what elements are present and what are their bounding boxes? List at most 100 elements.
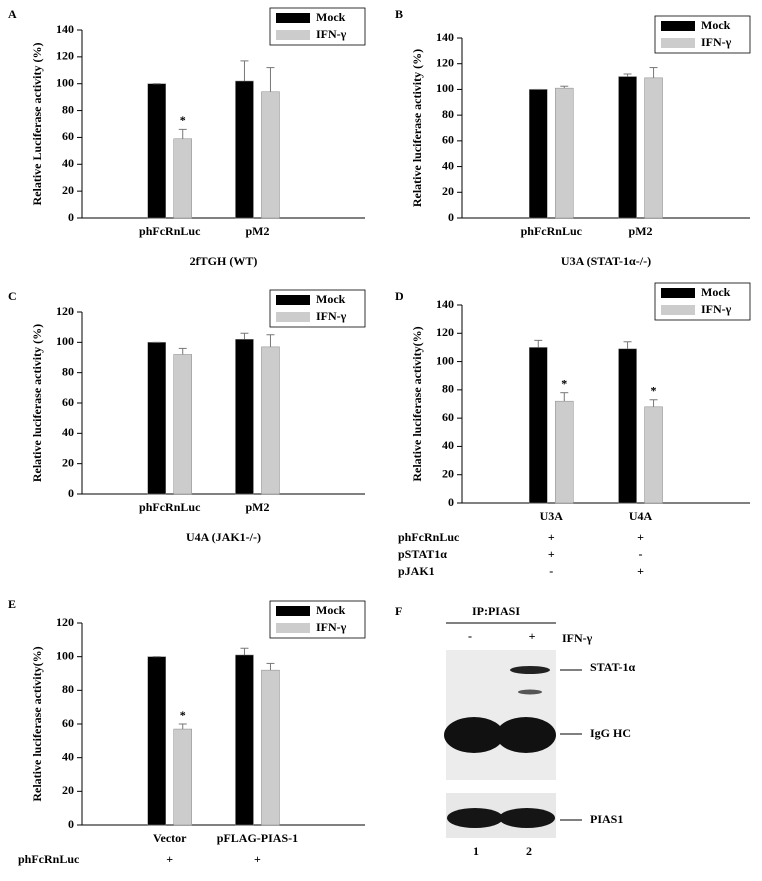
significance-mark: * (561, 376, 567, 390)
y-tick-label: 40 (62, 749, 74, 763)
y-tick-label: 100 (56, 75, 74, 89)
legend-label: IFN-γ (701, 302, 732, 316)
bar (147, 83, 166, 219)
y-tick-label: 20 (62, 183, 74, 197)
condition-label: pSTAT1α (398, 547, 447, 561)
y-axis-title: Relative luciferase activity (%) (410, 49, 424, 207)
bar (173, 728, 192, 826)
bar (261, 669, 280, 826)
bar (529, 89, 548, 219)
bar (261, 346, 280, 495)
legend-label: IFN-γ (701, 35, 732, 49)
band-label: STAT-1α (590, 660, 635, 674)
x-tick-label: phFcRnLuc (139, 224, 201, 238)
condition-label: pJAK1 (398, 564, 435, 578)
lane-number: 2 (526, 844, 532, 858)
legend-label: Mock (701, 285, 731, 299)
x-tick-label: pFLAG-PIAS-1 (217, 831, 298, 845)
y-tick-label: 80 (442, 107, 454, 121)
y-axis-title: Relative luciferase activity(%) (30, 646, 44, 801)
condition-sign: + (166, 852, 173, 866)
panel-letter: D (395, 289, 404, 303)
y-tick-label: 80 (442, 382, 454, 396)
legend-label: IFN-γ (316, 309, 347, 323)
y-tick-label: 0 (68, 817, 74, 831)
y-tick-label: 80 (62, 682, 74, 696)
y-tick-label: 80 (62, 102, 74, 116)
y-tick-label: 0 (448, 495, 454, 509)
band-label: PIAS1 (590, 812, 623, 826)
x-tick-label: U3A (540, 509, 564, 523)
treatment-label: IFN-γ (562, 631, 593, 645)
legend-swatch (661, 288, 695, 298)
band (510, 666, 550, 674)
y-tick-label: 80 (62, 364, 74, 378)
condition-sign: + (254, 852, 261, 866)
legend-swatch (276, 30, 310, 40)
bar (235, 339, 254, 495)
condition-sign: - (549, 564, 553, 578)
y-tick-label: 120 (56, 615, 74, 629)
bar (555, 400, 574, 504)
legend-swatch (276, 13, 310, 23)
y-tick-label: 100 (56, 648, 74, 662)
bar (644, 77, 663, 219)
y-tick-label: 60 (442, 410, 454, 424)
legend-swatch (276, 623, 310, 633)
lane-sign: + (529, 629, 536, 643)
x-axis-title: U3A (STAT-1α-/-) (561, 254, 651, 268)
y-tick-label: 40 (442, 438, 454, 452)
y-tick-label: 120 (436, 55, 454, 69)
y-tick-label: 60 (62, 129, 74, 143)
y-axis-title: Relative luciferase activity (%) (30, 324, 44, 482)
condition-sign: + (548, 547, 555, 561)
y-tick-label: 20 (442, 466, 454, 480)
bar (529, 347, 548, 504)
condition-label: phFcRnLuc (18, 852, 80, 866)
condition-sign: + (637, 564, 644, 578)
significance-mark: * (651, 384, 657, 398)
legend-label: IFN-γ (316, 620, 347, 634)
band (496, 717, 556, 753)
legend-label: Mock (701, 18, 731, 32)
y-tick-label: 60 (62, 716, 74, 730)
legend-label: Mock (316, 603, 346, 617)
y-tick-label: 140 (436, 30, 454, 44)
bar (618, 76, 637, 219)
bar (147, 656, 166, 826)
blot-header: IP:PIASI (472, 604, 520, 618)
y-tick-label: 100 (436, 81, 454, 95)
y-tick-label: 120 (56, 49, 74, 63)
y-tick-label: 60 (442, 133, 454, 147)
legend-swatch (661, 38, 695, 48)
condition-sign: + (548, 530, 555, 544)
x-tick-label: Vector (153, 831, 187, 845)
condition-sign: + (637, 530, 644, 544)
bar (173, 138, 192, 219)
legend-swatch (276, 295, 310, 305)
y-tick-label: 100 (436, 353, 454, 367)
legend-swatch (661, 305, 695, 315)
y-tick-label: 0 (68, 210, 74, 224)
band (518, 689, 542, 695)
blot-panel: F IP:PIASI - + IFN-γ STAT-1α IgG HC PIAS… (395, 604, 635, 858)
bar (235, 80, 254, 219)
x-axis-title: U4A (JAK1-/-) (186, 530, 261, 544)
y-tick-label: 140 (436, 297, 454, 311)
bar (261, 91, 280, 219)
x-tick-label: pM2 (629, 224, 653, 238)
legend-swatch (661, 21, 695, 31)
y-tick-label: 60 (62, 395, 74, 409)
y-tick-label: 0 (68, 486, 74, 500)
panel-letter: B (395, 7, 403, 21)
bar (555, 87, 574, 219)
band (447, 808, 503, 828)
y-tick-label: 40 (62, 156, 74, 170)
legend-swatch (276, 312, 310, 322)
y-tick-label: 20 (442, 184, 454, 198)
band (499, 808, 555, 828)
significance-mark: * (180, 113, 186, 127)
panel-letter: A (8, 7, 17, 21)
legend-label: IFN-γ (316, 27, 347, 41)
y-tick-label: 40 (442, 158, 454, 172)
